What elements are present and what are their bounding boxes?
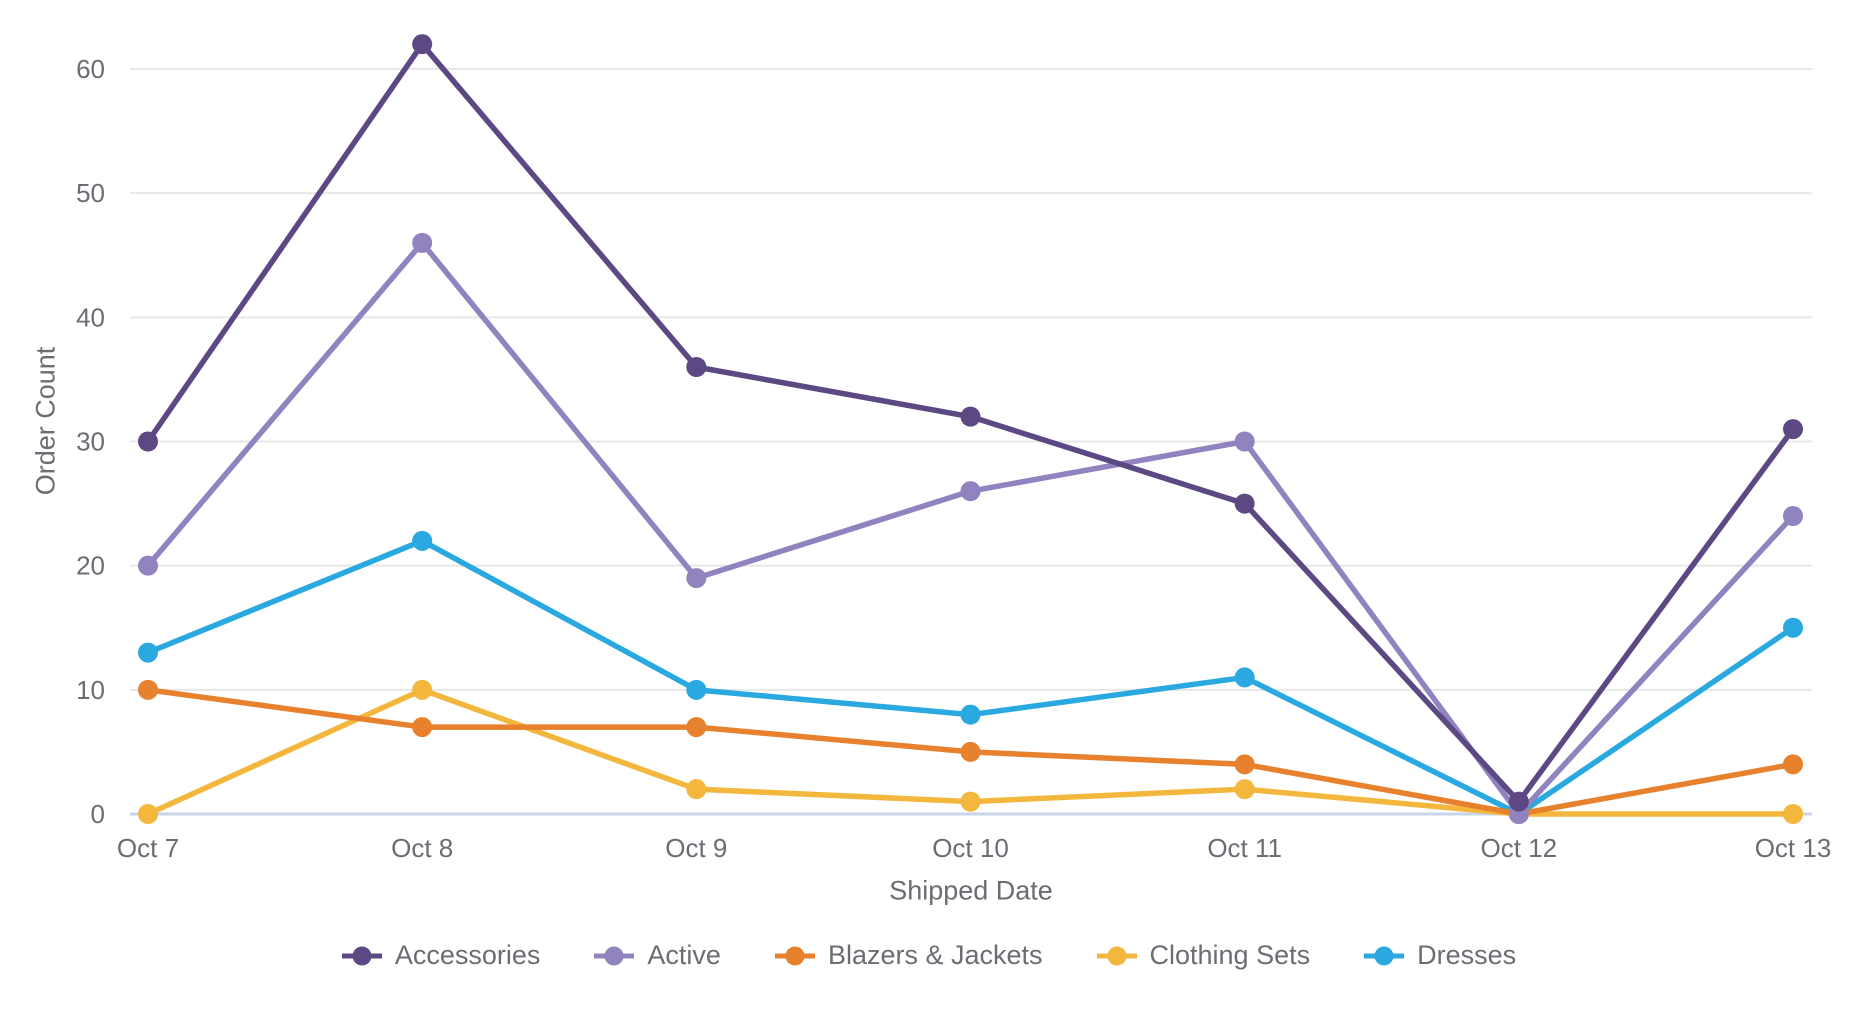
data-point-active[interactable]: [138, 555, 158, 576]
legend-item-accessories[interactable]: Accessories: [340, 940, 541, 971]
legend-marker-icon: [594, 946, 635, 965]
data-point-active[interactable]: [686, 568, 707, 589]
data-point-dresses[interactable]: [138, 642, 158, 663]
legend-item-label: Dresses: [1417, 940, 1517, 970]
legend-marker-icon: [341, 946, 382, 965]
data-point-blazers-jackets[interactable]: [686, 717, 707, 738]
data-point-dresses[interactable]: [686, 679, 707, 700]
data-point-accessories[interactable]: [138, 431, 158, 452]
data-point-accessories[interactable]: [412, 34, 433, 55]
legend-item-clothing-sets[interactable]: Clothing Sets: [1095, 940, 1311, 971]
y-axis-ticks: 0 10 20 30 40 50 60: [76, 54, 105, 829]
x-tick-label: Oct 7: [117, 833, 179, 863]
y-tick-label: 20: [76, 551, 105, 581]
data-point-clothing-sets[interactable]: [1234, 779, 1255, 800]
legend-marker-dot: [1107, 946, 1127, 965]
legend-marker-dot: [785, 946, 805, 965]
x-axis-ticks: Oct 7 Oct 8 Oct 9 Oct 10 Oct 11 Oct 12 Oct 13: [117, 833, 1831, 863]
data-point-active[interactable]: [1783, 506, 1803, 526]
legend-marker-dot: [604, 946, 624, 965]
data-point-dresses[interactable]: [1234, 667, 1255, 688]
data-point-clothing-sets[interactable]: [686, 779, 707, 800]
y-tick-label: 30: [76, 427, 105, 457]
legend-item-dresses[interactable]: Dresses: [1362, 940, 1516, 971]
legend-item-label: Blazers & Jackets: [827, 940, 1043, 970]
x-tick-label: Oct 9: [665, 833, 727, 863]
data-point-active[interactable]: [1234, 431, 1255, 452]
data-point-blazers-jackets[interactable]: [1234, 754, 1255, 775]
x-tick-label: Oct 13: [1755, 833, 1832, 863]
data-point-active[interactable]: [412, 232, 433, 253]
data-point-blazers-jackets[interactable]: [1783, 754, 1803, 775]
data-point-clothing-sets[interactable]: [412, 679, 433, 700]
data-point-accessories[interactable]: [1508, 791, 1529, 812]
legend-marker-icon: [1364, 946, 1405, 965]
series-active: [138, 232, 1803, 824]
x-tick-label: Oct 12: [1481, 833, 1558, 863]
legend-item-active[interactable]: Active: [592, 940, 721, 971]
legend-item-blazers-jackets[interactable]: Blazers & Jackets: [773, 940, 1043, 971]
data-point-dresses[interactable]: [1783, 617, 1803, 638]
data-point-clothing-sets[interactable]: [138, 804, 158, 824]
legend-item-label: Accessories: [394, 940, 541, 970]
data-point-active[interactable]: [960, 481, 981, 502]
series-line-active: [145, 240, 1796, 817]
legend-marker-dot: [352, 946, 372, 965]
x-tick-label: Oct 11: [1207, 833, 1282, 863]
y-tick-label: 0: [91, 799, 105, 829]
data-point-accessories[interactable]: [686, 357, 707, 377]
legend-item-label: Clothing Sets: [1149, 940, 1311, 970]
data-point-clothing-sets[interactable]: [960, 791, 981, 812]
data-point-clothing-sets[interactable]: [1783, 804, 1803, 824]
data-point-blazers-jackets[interactable]: [960, 741, 981, 762]
x-tick-label: Oct 8: [391, 833, 453, 863]
data-point-blazers-jackets[interactable]: [412, 717, 433, 738]
series-accessories: [138, 34, 1803, 812]
gridlines: [130, 68, 1812, 691]
legend-marker-dot: [1374, 946, 1394, 965]
legend-marker-icon: [1096, 946, 1137, 965]
chart-legend: Accessories Active Blazers & Jackets Clothi…: [0, 940, 1856, 971]
data-point-accessories[interactable]: [1783, 419, 1803, 440]
data-point-accessories[interactable]: [960, 406, 981, 427]
y-tick-label: 60: [76, 54, 105, 84]
legend-marker-icon: [774, 946, 815, 965]
data-point-blazers-jackets[interactable]: [138, 679, 158, 700]
data-point-dresses[interactable]: [412, 530, 433, 551]
y-tick-label: 40: [76, 302, 105, 332]
x-tick-label: Oct 10: [932, 833, 1009, 863]
legend-item-label: Active: [647, 940, 721, 970]
data-point-accessories[interactable]: [1234, 493, 1255, 514]
y-tick-label: 10: [76, 675, 105, 705]
series-line-dresses: [145, 538, 1796, 817]
y-tick-label: 50: [76, 178, 105, 208]
data-point-dresses[interactable]: [960, 704, 981, 725]
